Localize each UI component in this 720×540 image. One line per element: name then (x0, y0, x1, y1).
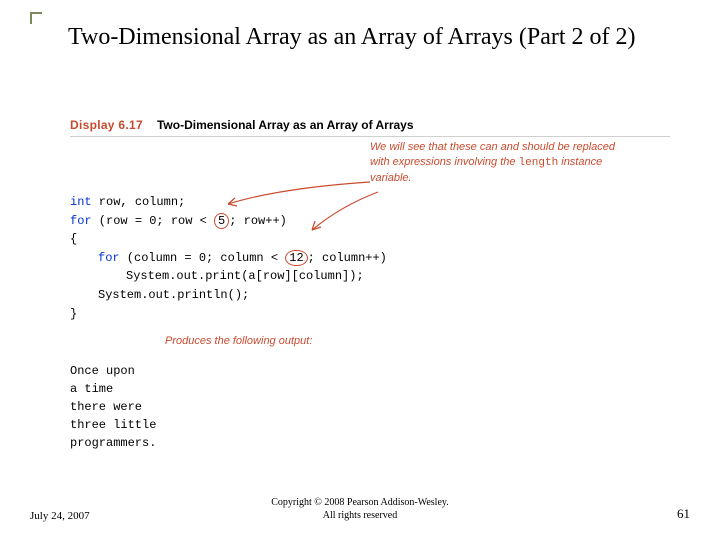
arrow-to-12 (306, 188, 396, 238)
output-block: Once upon a time there were three little… (70, 362, 670, 452)
slide-title: Two-Dimensional Array as an Array of Arr… (68, 22, 690, 53)
output-line: there were (70, 398, 670, 416)
output-line: Once upon (70, 362, 670, 380)
keyword-for: for (70, 214, 92, 228)
copyright-line: Copyright © 2008 Pearson Addison-Wesley. (271, 497, 449, 508)
footer-page-number: 61 (677, 506, 690, 522)
code-line: for (column = 0; column < 12; column++) (70, 249, 670, 268)
footer-copyright: Copyright © 2008 Pearson Addison-Wesley.… (0, 496, 720, 522)
output-line: three little (70, 416, 670, 434)
annotation-keyword: length (519, 157, 559, 169)
keyword-for: for (98, 251, 120, 265)
output-line: programmers. (70, 434, 670, 452)
code-line: } (70, 305, 670, 324)
display-title: Two-Dimensional Array as an Array of Arr… (157, 118, 414, 132)
code-line: System.out.print(a[row][column]); (70, 267, 670, 286)
circled-12: 12 (285, 250, 307, 266)
annotation-callout: We will see that these can and should be… (370, 140, 630, 186)
slide-corner-decoration (30, 12, 42, 24)
copyright-line: All rights reserved (323, 510, 397, 521)
code-line: System.out.println(); (70, 286, 670, 305)
output-line: a time (70, 380, 670, 398)
produces-label: Produces the following output: (165, 333, 670, 350)
keyword-int: int (70, 195, 92, 209)
display-number: Display 6.17 (70, 118, 143, 132)
display-header: Display 6.17 Two-Dimensional Array as an… (70, 118, 670, 137)
